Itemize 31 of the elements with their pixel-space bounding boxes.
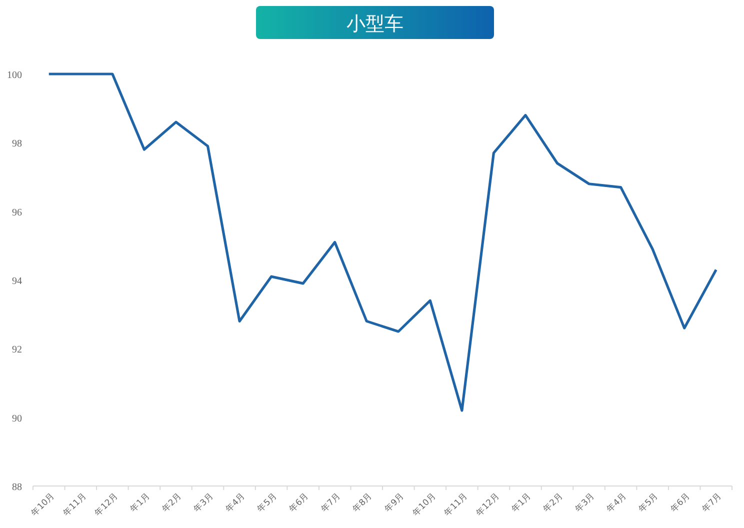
x-tick-label: 年10月	[410, 490, 438, 519]
x-tick-label: 年11月	[442, 490, 470, 519]
x-tick-label: 年2月	[541, 490, 566, 515]
x-tick-label: 年4月	[223, 490, 248, 515]
x-tick-label: 年6月	[668, 490, 692, 515]
x-tick-label: 年5月	[636, 490, 661, 515]
chart-title: 小型车	[346, 13, 404, 35]
x-tick-label: 年7月	[700, 490, 724, 515]
y-tick-label: 100	[7, 70, 22, 81]
x-tick-label: 年5月	[255, 490, 280, 515]
x-tick-label: 年10月	[28, 490, 58, 519]
x-tick-label: 年2月	[160, 490, 184, 515]
line-series	[48, 72, 718, 412]
y-tick-label: 92	[12, 344, 22, 356]
y-tick-label: 96	[12, 207, 22, 218]
x-tick-label: 年12月	[474, 490, 502, 519]
y-tick-label: 90	[12, 413, 22, 424]
x-tick-label: 年12月	[92, 490, 121, 519]
x-tick-label: 年7月	[318, 490, 343, 515]
y-tick-label: 98	[12, 138, 22, 150]
y-tick-label: 88	[12, 482, 22, 493]
x-tick-label: 年1月	[509, 490, 534, 515]
x-tick-label: 年1月	[128, 490, 152, 515]
x-tick-label: 年6月	[286, 490, 312, 515]
x-tick-label: 年8月	[350, 490, 375, 515]
y-tick-label: 94	[12, 276, 22, 287]
x-tick-label: 年3月	[192, 490, 216, 515]
x-tick-label: 年9月	[382, 490, 407, 515]
x-tick-label: 年4月	[604, 490, 629, 515]
x-tick-label: 年3月	[572, 490, 598, 515]
x-tick-label: 年11月	[60, 490, 89, 519]
